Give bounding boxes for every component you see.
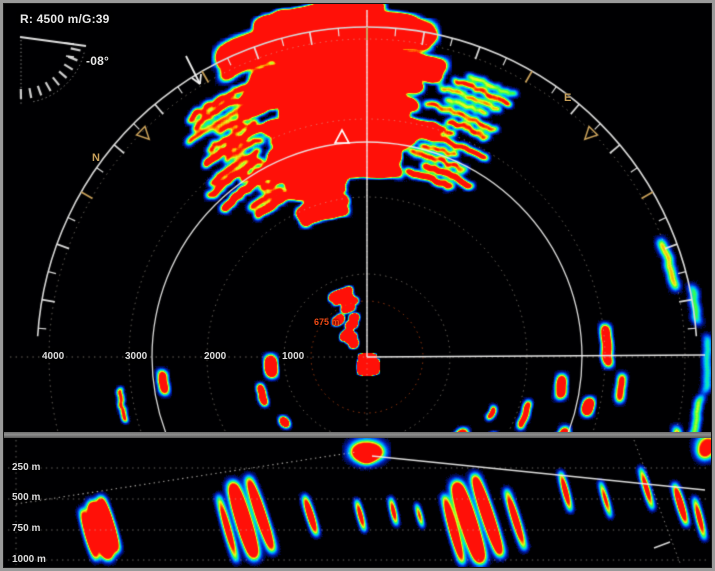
range-ring-label-3000: 3000 <box>125 351 148 362</box>
ppi-grid-overlay <box>4 4 711 432</box>
ppi-plan-panel[interactable]: R: 4500 m/G:39 -08° N 54° 0.050 B: 356° … <box>4 4 711 432</box>
depth-label-750: 750 m <box>12 523 41 534</box>
compass-label-north: N <box>92 152 100 164</box>
compass-label-east: E <box>564 92 572 104</box>
slice-grid-overlay <box>4 438 711 567</box>
depth-label-500: 500 m <box>12 492 41 503</box>
panel-divider-handle[interactable] <box>4 432 711 438</box>
depth-label-1000: 1000 m <box>12 554 46 565</box>
tilt-angle-readout: -08° <box>86 54 109 68</box>
range-ring-label-2000: 2000 <box>204 351 227 362</box>
depth-label-250: 250 m <box>12 462 41 473</box>
inner-range-label: 675 m <box>314 317 340 327</box>
vertical-slice-panel[interactable]: 250 m 500 m 750 m 1000 m T: 307° ↘: 0 m … <box>4 438 711 567</box>
range-ring-label-4000: 4000 <box>42 351 65 362</box>
range-ring-label-1000: 1000 <box>282 351 305 362</box>
range-gain-readout: R: 4500 m/G:39 <box>20 12 110 26</box>
